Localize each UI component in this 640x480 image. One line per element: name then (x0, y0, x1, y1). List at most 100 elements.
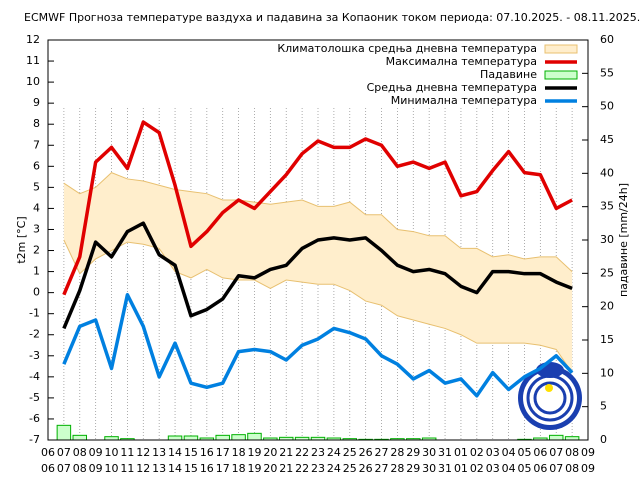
x-tick-label: 09 (581, 446, 595, 459)
x-tick-label-2: 07 (549, 462, 563, 475)
x-tick-label: 19 (247, 446, 261, 459)
y-tick-label: 5 (33, 180, 40, 193)
x-tick-label-2: 11 (120, 462, 134, 475)
x-tick-label: 18 (232, 446, 246, 459)
x-tick-label: 11 (120, 446, 134, 459)
y-tick-label: -2 (29, 328, 40, 341)
x-tick-label: 04 (502, 446, 516, 459)
x-tick-label: 02 (470, 446, 484, 459)
legend-swatch (544, 70, 578, 80)
x-tick-label: 24 (327, 446, 341, 459)
x-tick-label: 30 (422, 446, 436, 459)
precip-bar (231, 434, 246, 441)
x-tick-label: 01 (454, 446, 468, 459)
x-tick-label-2: 27 (375, 462, 389, 475)
x-tick-label-2: 08 (73, 462, 87, 475)
x-tick-label-2: 25 (343, 462, 357, 475)
y2-tick-label: 40 (600, 166, 614, 179)
precip-bar (247, 432, 262, 441)
x-tick-label-2: 13 (152, 462, 166, 475)
y-tick-label: 7 (33, 138, 40, 151)
y-tick-label: 1 (33, 265, 40, 278)
chart-title: ECMWF Прогноза температуре ваздуха и пад… (24, 11, 640, 24)
precip-bar (72, 434, 88, 441)
legend-swatch (544, 44, 578, 54)
x-tick-label: 29 (406, 446, 420, 459)
y2-tick-label: 15 (600, 333, 614, 346)
x-tick-label-2: 10 (105, 462, 119, 475)
logo-ring (523, 371, 577, 425)
precip-bar (167, 435, 183, 441)
y2-tick-label: 10 (600, 366, 614, 379)
x-tick-label: 21 (279, 446, 293, 459)
y-tick-label: -5 (29, 391, 40, 404)
x-tick-label-2: 24 (327, 462, 341, 475)
x-tick-label-2: 21 (279, 462, 293, 475)
x-tick-label-2: 22 (295, 462, 309, 475)
x-tick-label: 28 (390, 446, 404, 459)
y-tick-label: 6 (33, 159, 40, 172)
y2-tick-label: 55 (600, 66, 614, 79)
x-tick-label: 06 (533, 446, 547, 459)
y-tick-label: 0 (33, 286, 40, 299)
x-tick-label: 13 (152, 446, 166, 459)
x-tick-label: 20 (263, 446, 277, 459)
logo-sun (545, 384, 553, 392)
legend-label: Средња дневна температура (367, 81, 537, 94)
y-tick-label: -7 (29, 433, 40, 446)
x-tick-label: 07 (57, 446, 71, 459)
x-tick-label-2: 12 (136, 462, 150, 475)
x-tick-label: 08 (73, 446, 87, 459)
x-tick-label: 03 (486, 446, 500, 459)
x-tick-label: 27 (375, 446, 389, 459)
y-tick-label: 2 (33, 244, 40, 257)
x-tick-label-2: 28 (390, 462, 404, 475)
legend-label: Падавине (480, 68, 537, 81)
y-tick-label: 4 (33, 201, 40, 214)
x-tick-label: 08 (565, 446, 579, 459)
x-tick-label-2: 15 (184, 462, 198, 475)
y2-tick-label: 35 (600, 200, 614, 213)
x-tick-label-2: 20 (263, 462, 277, 475)
logo-ring (533, 381, 567, 415)
x-tick-label: 31 (438, 446, 452, 459)
legend-label: Минимална температура (391, 94, 537, 107)
precip-bar (215, 434, 230, 441)
y2-tick-label: 20 (600, 300, 614, 313)
y-tick-label: -1 (29, 307, 40, 320)
x-tick-label: 14 (168, 446, 182, 459)
x-tick-label-2: 06 (533, 462, 547, 475)
legend-label: Максимална температура (386, 55, 537, 68)
precip-bar (183, 435, 199, 441)
y-tick-label: 8 (33, 117, 40, 130)
y-tick-label: -3 (29, 349, 40, 362)
x-tick-label: 25 (343, 446, 357, 459)
y2-tick-label: 50 (600, 100, 614, 113)
x-tick-label-2: 18 (232, 462, 246, 475)
x-tick-label-2: 23 (311, 462, 325, 475)
y-tick-label: 11 (26, 54, 40, 67)
precip-bar (56, 424, 72, 441)
x-tick-label-2: 19 (247, 462, 261, 475)
y-axis-label: t2m [°C] (15, 216, 28, 263)
legend-label: Климатолошка средња дневна температура (277, 42, 537, 55)
y-tick-label: 12 (26, 33, 40, 46)
y2-axis-label: падавине [mm/24h] (617, 183, 630, 297)
temperature-line (62, 221, 573, 330)
x-tick-label-2: 31 (438, 462, 452, 475)
y-tick-label: -6 (29, 412, 40, 425)
x-tick-label-2: 14 (168, 462, 182, 475)
x-tick-label: 16 (200, 446, 214, 459)
x-tick-label-2: 07 (57, 462, 71, 475)
band-edge (63, 172, 573, 272)
y2-tick-label: 30 (600, 233, 614, 246)
y2-tick-label: 5 (600, 400, 607, 413)
x-tick-label-2: 17 (216, 462, 230, 475)
x-tick-label: 10 (105, 446, 119, 459)
x-tick-label: 12 (136, 446, 150, 459)
x-tick-label-2: 04 (502, 462, 516, 475)
x-tick-label: 07 (549, 446, 563, 459)
x-tick-label: 06 (41, 446, 55, 459)
x-tick-label: 15 (184, 446, 198, 459)
